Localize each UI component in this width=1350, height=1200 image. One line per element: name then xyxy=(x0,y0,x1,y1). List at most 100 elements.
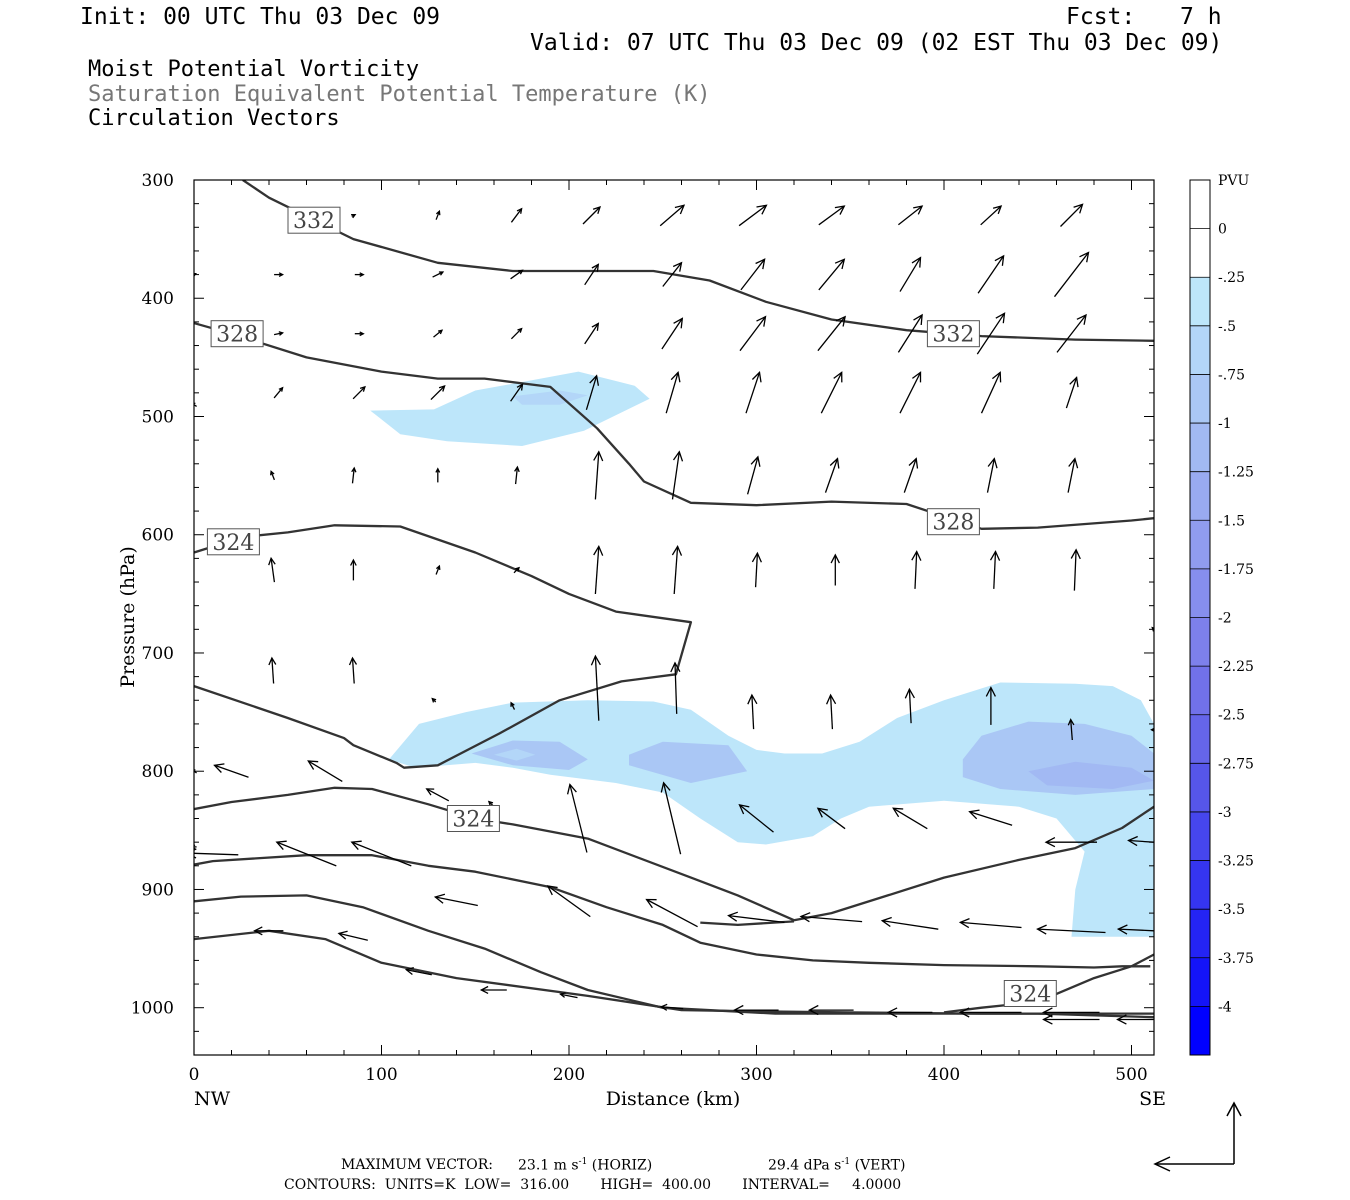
vector-head xyxy=(253,926,263,936)
circulation-vector xyxy=(352,385,366,400)
vector-head xyxy=(438,384,446,392)
circulation-vector xyxy=(510,383,524,402)
vector-shaft xyxy=(510,269,523,280)
vector-shaft xyxy=(351,657,355,684)
vector-shaft xyxy=(646,898,698,928)
circulation-vector xyxy=(986,457,998,493)
vector-shaft xyxy=(514,467,519,485)
vector-head xyxy=(1116,924,1128,935)
vert-unit: (VERT) xyxy=(854,1157,906,1174)
vector-shaft xyxy=(194,403,197,407)
colorbar-swatch xyxy=(1190,423,1210,473)
vector-head xyxy=(278,272,285,277)
circulation-vector xyxy=(546,885,591,918)
circulation-vector xyxy=(746,455,761,495)
vector-head xyxy=(404,966,414,976)
vector-head xyxy=(431,697,437,703)
vector-shaft xyxy=(435,210,441,220)
circulation-vector xyxy=(911,550,922,589)
vector-head xyxy=(908,457,919,469)
field-vectors: Circulation Vectors xyxy=(88,106,340,131)
vector-shaft xyxy=(751,695,755,730)
circulation-vector xyxy=(593,544,604,595)
vector-head xyxy=(880,916,892,928)
circulation-vector xyxy=(897,205,924,226)
circulation-vector xyxy=(479,985,507,994)
contour-label-box xyxy=(210,320,264,348)
circulation-vector xyxy=(662,261,683,287)
vector-shaft xyxy=(547,885,591,918)
vector-shaft xyxy=(510,383,524,402)
vector-shaft xyxy=(585,375,598,410)
mpv-shade-region xyxy=(629,741,748,783)
vector-head xyxy=(1070,548,1081,560)
circulation-vector xyxy=(739,315,767,352)
colorbar-level-label: -2.75 xyxy=(1218,756,1254,772)
vector-head xyxy=(645,898,657,909)
vector-shaft xyxy=(430,385,446,401)
vector-head xyxy=(830,553,840,564)
vector-head xyxy=(278,331,285,336)
x-tick-label: 200 xyxy=(553,1065,585,1085)
vector-shaft xyxy=(673,546,679,595)
vector-shaft xyxy=(426,788,450,802)
vector-head xyxy=(435,467,441,473)
vector-shaft xyxy=(671,451,680,500)
vector-shaft xyxy=(276,841,337,867)
vector-shaft xyxy=(914,551,918,589)
vector-shaft xyxy=(406,969,432,976)
colorbar-level-label: -1.75 xyxy=(1218,562,1254,578)
max-vector-vert: 29.4 dPa s-1 (VERT) xyxy=(768,1158,905,1173)
vector-head xyxy=(359,385,366,392)
vector-shaft xyxy=(980,372,1001,414)
theta-es-contour-line xyxy=(194,854,1151,969)
circulation-vector xyxy=(510,269,524,280)
circulation-vector xyxy=(816,807,846,830)
vector-head xyxy=(425,788,435,796)
vector-head xyxy=(590,654,601,666)
circulation-vector xyxy=(433,329,444,338)
vector-shaft xyxy=(273,387,284,399)
circulation-vector xyxy=(826,693,837,730)
axes: 300 400 500 600 700 800 900 1000 0 100 200 300 400 50… xyxy=(131,171,1154,1085)
vert-exponent: -1 xyxy=(841,1157,851,1167)
vector-shaft xyxy=(584,323,599,345)
vector-head xyxy=(670,371,681,383)
vector-head xyxy=(516,383,524,391)
vector-shaft xyxy=(560,993,578,999)
vector-shaft xyxy=(739,316,767,352)
vector-shaft xyxy=(817,316,846,352)
colorbar-swatch xyxy=(1190,520,1210,570)
circulation-vector xyxy=(671,450,684,500)
vector-shaft xyxy=(739,804,774,833)
vector-head xyxy=(751,551,762,563)
vector-shaft xyxy=(1037,928,1106,934)
circulation-vector xyxy=(897,313,923,353)
vector-shaft xyxy=(1056,314,1087,353)
colorbar-swatch xyxy=(1190,860,1210,910)
colorbar-swatch xyxy=(1190,325,1210,375)
vector-head xyxy=(747,693,758,705)
vector-shaft xyxy=(820,372,843,414)
vector-shaft xyxy=(897,205,923,226)
field-mpv: Moist Potential Vorticity xyxy=(88,57,420,82)
vector-head xyxy=(591,322,600,331)
horiz-unit: (HORIZ) xyxy=(591,1157,653,1174)
vector-shaft xyxy=(214,764,249,778)
vector-head xyxy=(1042,1014,1053,1025)
vector-shaft xyxy=(270,471,276,481)
circulation-vector xyxy=(435,209,441,220)
vector-shaft xyxy=(908,689,912,724)
contour-label-text: 324 xyxy=(452,808,494,833)
circulation-vector xyxy=(980,205,1003,226)
vector-shaft xyxy=(829,695,834,730)
vector-shaft xyxy=(976,312,1006,355)
theta-es-contour-line xyxy=(194,524,693,769)
forecast-label: Fcst: xyxy=(1066,4,1136,30)
vector-shaft xyxy=(433,329,443,338)
vector-shaft xyxy=(307,760,343,782)
x-axis-label: Distance (km) xyxy=(606,1088,741,1110)
vector-head xyxy=(351,466,357,473)
vector-head xyxy=(593,544,604,556)
contour-labels: 332 332 328 328 324 324 324 xyxy=(206,206,1057,1008)
